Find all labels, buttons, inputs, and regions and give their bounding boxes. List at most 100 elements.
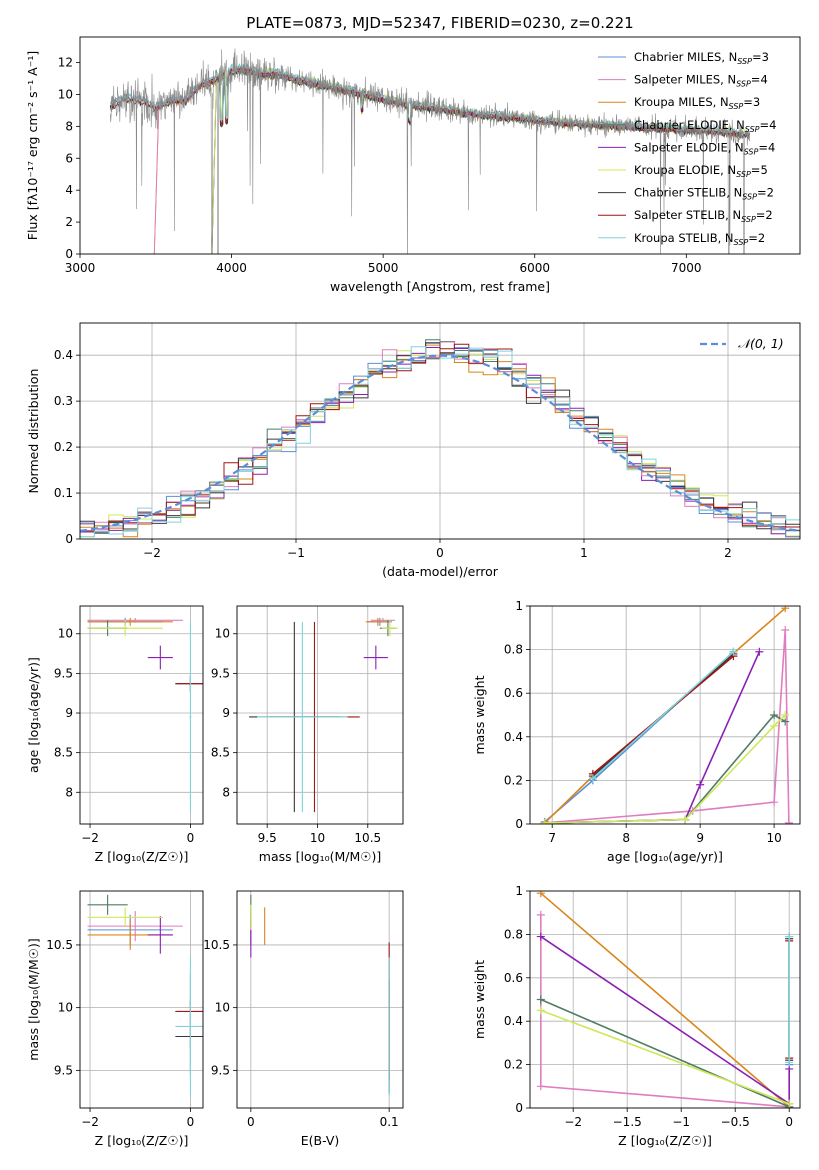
x-axis-label: Z [log₁₀(Z/Z☉)] — [95, 1133, 189, 1148]
histogram-step — [80, 343, 800, 532]
y-tick-label: 2 — [65, 215, 73, 229]
legend-label: Salpeter ELODIE, N — [634, 140, 744, 154]
weight-marker — [729, 647, 738, 656]
legend-equals: = — [748, 231, 758, 245]
histogram-step — [80, 342, 800, 534]
weight-marker — [770, 711, 779, 719]
y-axis-label: mass [log₁₀(M/M☉)] — [26, 938, 41, 1060]
x-tick-label: 9.5 — [258, 831, 277, 845]
x-tick-label: 0.1 — [380, 1115, 399, 1129]
y-axis-label: Flux [fλ10⁻¹⁷ erg cm⁻² s⁻¹ A⁻¹] — [25, 51, 40, 240]
y-tick-label: 10.5 — [203, 938, 230, 952]
legend-label: Salpeter STELIB, N — [634, 208, 741, 222]
legend-value: 3 — [762, 50, 769, 64]
x-axis-label: (data-model)/error — [382, 564, 499, 579]
legend-equals: = — [751, 73, 761, 87]
x-tick-label: 0 — [187, 831, 195, 845]
y-tick-label: 0 — [515, 817, 523, 831]
x-tick-label: −1.5 — [613, 1115, 642, 1129]
weight-marker — [781, 606, 790, 613]
x-tick-label: 10 — [310, 831, 325, 845]
y-axis-label: Normed distribution — [26, 369, 41, 494]
legend-label: Kroupa ELODIE, N — [634, 163, 736, 177]
panel-mass_vs_ebv: 0 0.1 9.5 10 10.5 E(B-V) — [203, 890, 404, 1148]
legend-value: 3 — [753, 95, 760, 109]
panel-spectrum: 3000 4000 5000 6000 7000 0 2 4 6 8 10 12 wavelength … — [25, 36, 801, 294]
y-tick-label: 0.1 — [54, 486, 73, 500]
y-tick-label: 0.2 — [54, 440, 73, 454]
legend-label: Salpeter MILES, N — [634, 73, 736, 87]
weight-line — [544, 651, 761, 824]
y-axis-label: mass weight — [472, 960, 487, 1039]
x-axis-label: E(B-V) — [301, 1133, 340, 1148]
axes-frame — [79, 322, 801, 540]
legend-label: Kroupa STELIB, N — [634, 231, 734, 245]
legend-value: 4 — [768, 140, 775, 154]
x-tick-label: −2 — [143, 546, 161, 560]
x-tick-label: 8 — [622, 831, 630, 845]
panel-age_vs_mass: 9.5 10 10.5 8 8.5 9 9.5 10 mass [log₁₀(M/M☉)] — [211, 605, 404, 864]
panel-age_vs_z: −2 0 8 8.5 9 9.5 10 Z [log₁₀(Z/Z☉)] age [log₁₀(a… — [26, 605, 204, 864]
axes-frame — [79, 890, 204, 1109]
weight-marker — [696, 780, 705, 789]
legend-subscript: SSP — [741, 215, 756, 224]
y-tick-label: 10 — [58, 87, 73, 101]
x-tick-label: −2 — [564, 1115, 582, 1129]
y-tick-label: 0.4 — [54, 348, 73, 362]
x-tick-label: −0.5 — [721, 1115, 750, 1129]
legend-subscript: SSP — [737, 57, 752, 66]
weight-marker — [588, 774, 597, 783]
legend-equals: = — [752, 50, 762, 64]
legend-subscript: SSP — [742, 193, 757, 202]
data-spectrum-line — [110, 48, 751, 254]
plot-area-mass_weight_vs_age — [530, 606, 800, 824]
legend-subscript: SSP — [736, 80, 751, 89]
legend-entry: Chabrier ELODIE, NSSP=4 — [634, 118, 776, 134]
plot-area-spectrum — [109, 48, 751, 254]
y-tick-label: 0.4 — [504, 1014, 523, 1028]
y-tick-label: 0 — [65, 532, 73, 546]
x-tick-label: −1 — [287, 546, 305, 560]
y-tick-label: 8.5 — [54, 746, 73, 760]
legend-label: Kroupa MILES, N — [634, 95, 729, 109]
plot-area-age_vs_mass — [237, 606, 403, 824]
legend-subscript: SSP — [734, 238, 749, 247]
weight-line — [544, 713, 786, 824]
legend-value: 2 — [765, 208, 772, 222]
legend-subscript: SSP — [729, 102, 744, 111]
x-tick-label: 0 — [436, 546, 444, 560]
legend-subscript: SSP — [736, 170, 751, 179]
y-tick-label: 9.5 — [211, 1063, 230, 1077]
legend-entry: Kroupa STELIB, NSSP=2 — [634, 231, 765, 247]
y-tick-label: 4 — [65, 183, 73, 197]
legend-value: 4 — [760, 73, 767, 87]
panel-mass_weight_vs_age: 7 8 9 10 0 0.2 0.4 0.6 0.8 1 age [log₁₀(age/yr)] ma… — [472, 599, 801, 864]
y-tick-label: 10 — [58, 627, 73, 641]
legend-equals: = — [756, 208, 766, 222]
histogram-step — [80, 339, 800, 532]
y-tick-label: 1 — [515, 599, 523, 613]
y-tick-label: 8.5 — [211, 746, 230, 760]
axes-frame — [236, 605, 404, 825]
weight-line — [544, 714, 786, 824]
weight-line — [540, 892, 790, 1108]
weight-marker — [536, 910, 545, 919]
x-tick-label: 5000 — [368, 261, 399, 275]
legend-entry: Salpeter MILES, NSSP=4 — [634, 73, 768, 89]
weight-marker — [681, 815, 690, 824]
y-tick-label: 0.6 — [504, 686, 523, 700]
legend-entry: Kroupa MILES, NSSP=3 — [634, 95, 760, 111]
weight-marker — [785, 932, 794, 941]
y-tick-label: 9.5 — [54, 1063, 73, 1077]
legend-entry: Kroupa ELODIE, NSSP=5 — [634, 163, 768, 179]
plot-area-residuals — [80, 323, 800, 539]
weight-marker — [536, 1006, 545, 1015]
x-tick-label: 9 — [696, 831, 704, 845]
y-axis-label: mass weight — [472, 675, 487, 754]
panel-mass_weight_vs_z: −2 −1.5 −1 −0.5 0 0 0.2 0.4 0.6 0.8 1 Z [log₁₀(Z/Z☉… — [472, 884, 801, 1148]
x-tick-label: 7 — [548, 831, 556, 845]
y-tick-label: 0 — [515, 1101, 523, 1115]
axes-frame — [236, 890, 404, 1109]
y-tick-label: 9.5 — [54, 666, 73, 680]
legend-entry: Salpeter ELODIE, NSSP=4 — [634, 140, 775, 156]
